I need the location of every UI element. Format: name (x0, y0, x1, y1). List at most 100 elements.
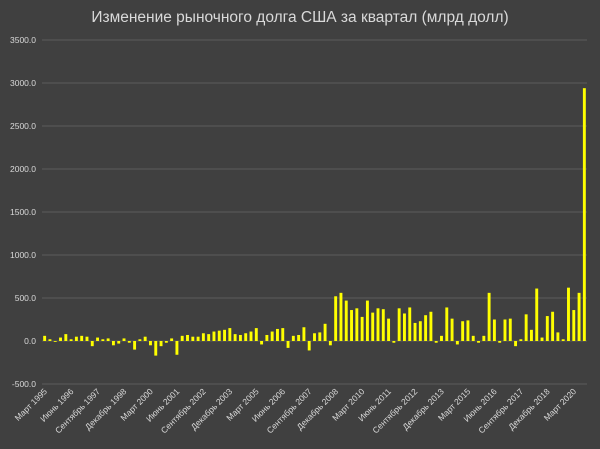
y-tick-label: 2000.0 (10, 164, 36, 174)
bar (64, 334, 68, 341)
bar (196, 336, 200, 341)
bar (572, 310, 576, 341)
bar (270, 331, 274, 341)
y-tick-label: 0.0 (24, 336, 36, 346)
bar (122, 338, 126, 341)
bar (212, 331, 216, 341)
bar (117, 341, 121, 344)
bar (260, 341, 264, 345)
bar (138, 339, 142, 341)
bar (328, 341, 332, 346)
bar (276, 328, 279, 341)
bar (540, 337, 544, 341)
bar (313, 333, 316, 341)
bar (355, 308, 359, 341)
bar (387, 318, 391, 341)
bar (567, 287, 570, 341)
bar (360, 316, 364, 341)
bar (111, 341, 115, 346)
bar (344, 300, 348, 341)
bar (392, 341, 396, 343)
bar (238, 334, 242, 341)
bar (434, 341, 438, 343)
bar (96, 337, 100, 341)
bar (244, 333, 248, 341)
bar (307, 341, 311, 351)
bars (43, 88, 586, 356)
bar (424, 315, 428, 341)
bar (297, 334, 301, 341)
bar (43, 335, 47, 341)
bar (143, 336, 147, 341)
bar (508, 318, 512, 341)
bar (281, 328, 285, 341)
bar (403, 313, 406, 341)
bar (440, 335, 443, 341)
y-axis-ticks: 3500.0 3000.0 2500.0 2000.0 1500.0 1000.0 500.… (10, 35, 36, 389)
bar (339, 292, 343, 341)
bar (69, 339, 73, 341)
bar (503, 319, 507, 341)
bar (471, 335, 475, 341)
gridlines (42, 39, 587, 385)
bar (461, 321, 465, 341)
bar (429, 311, 433, 341)
bar (492, 319, 496, 341)
bar (186, 334, 189, 341)
y-tick-label: 1500.0 (10, 207, 36, 217)
bar (85, 336, 89, 341)
bar (350, 310, 353, 341)
bar (551, 311, 555, 341)
y-tick-label: 1000.0 (10, 250, 36, 260)
bar (170, 338, 174, 341)
bar (582, 88, 586, 341)
bar (48, 339, 52, 341)
bar (159, 341, 163, 347)
bar (498, 341, 502, 343)
bar (408, 307, 412, 341)
bar (397, 308, 401, 341)
bar (249, 331, 253, 341)
bar (201, 333, 205, 341)
bar (265, 334, 269, 341)
bar (90, 341, 94, 347)
bar (418, 321, 422, 341)
bar (445, 307, 449, 341)
bar (524, 314, 528, 341)
bar (545, 316, 549, 341)
bar (466, 320, 470, 341)
bar (413, 322, 417, 341)
bar (561, 339, 565, 341)
bar (154, 341, 158, 356)
bar (477, 341, 480, 343)
bar (487, 292, 491, 341)
bar (101, 339, 105, 341)
bar (529, 329, 533, 341)
y-tick-label: 500.0 (15, 293, 37, 303)
bar (191, 336, 195, 341)
bar (233, 334, 237, 341)
bar (53, 341, 57, 342)
y-tick-label: 2500.0 (10, 121, 36, 131)
bar (302, 327, 306, 341)
bar (228, 328, 232, 341)
bar (106, 338, 110, 341)
bar (127, 341, 131, 343)
y-tick-label: 3000.0 (10, 78, 36, 88)
bar (450, 318, 454, 341)
y-tick-label: 3500.0 (10, 35, 36, 45)
bar (514, 341, 518, 347)
bar (180, 335, 184, 341)
bar (381, 309, 385, 341)
chart-title: Изменение рыночного долга США за квартал… (91, 9, 508, 26)
bar (217, 330, 221, 341)
bar (376, 308, 380, 341)
bar (175, 341, 179, 355)
bar (149, 341, 152, 346)
bar (455, 341, 459, 345)
bar (323, 323, 327, 341)
bar (207, 334, 211, 341)
bar (535, 288, 539, 341)
